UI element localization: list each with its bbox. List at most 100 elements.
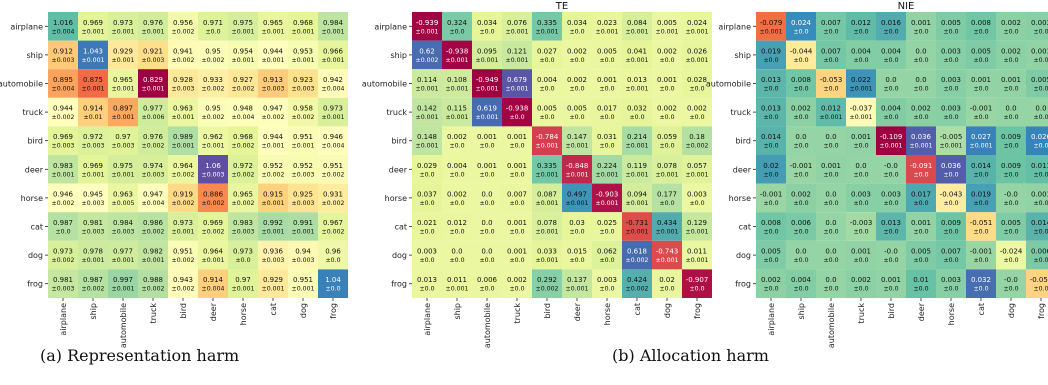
cell-error-label: ±0.0 (1003, 28, 1018, 35)
cell-value-label: 0.829 (143, 76, 163, 84)
cell-value-label: 0.965 (113, 76, 133, 84)
heatmap-cell (108, 269, 138, 298)
cell-value-label: 0.004 (851, 47, 872, 55)
heatmap-cell (682, 269, 712, 298)
heatmap-cell (532, 12, 562, 41)
heatmap-cell (592, 212, 622, 241)
cell-value-label: 0.002 (657, 47, 677, 55)
cell-error-label: ±0.001 (686, 28, 709, 35)
cell-value-label: 0.0 (915, 47, 926, 55)
heatmap-cell (816, 40, 846, 70)
x-tick-label: frog (329, 303, 338, 319)
cell-error-label: ±0.002 (142, 143, 165, 150)
heatmap-cell (652, 212, 682, 241)
cell-error-label: ±0.002 (322, 229, 345, 236)
heatmap-cell (228, 269, 258, 298)
cell-error-label: ±0.002 (202, 57, 225, 64)
heatmap-cell (472, 69, 502, 98)
cell-value-label: 0.024 (791, 19, 812, 27)
cell-value-label: 0.973 (233, 248, 253, 256)
cell-error-label: ±0.0 (599, 229, 614, 236)
heatmap-cell (562, 240, 592, 270)
heatmap-cell (562, 69, 592, 98)
cell-error-label: ±0.0 (913, 86, 928, 93)
cell-error-label: ±0.0 (793, 143, 808, 150)
cell-error-label: ±0.003 (112, 143, 135, 150)
cell-error-label: ±0.0 (943, 114, 958, 121)
cell-error-label: ±0.0 (763, 229, 778, 236)
cell-error-label: ±0.0 (325, 286, 340, 293)
heatmap-cell (472, 12, 502, 41)
cell-error-label: ±0.0 (1003, 257, 1018, 264)
y-tick-label: ship (390, 51, 407, 60)
cell-value-label: 0.929 (263, 276, 283, 284)
cell-value-label: 0.114 (417, 76, 438, 84)
cell-error-label: ±0.0 (763, 114, 778, 121)
heatmap-cell (258, 69, 288, 98)
cell-error-label: ±0.0 (1003, 171, 1018, 178)
heatmap-cell (966, 212, 996, 241)
cell-error-label: ±0.0 (539, 86, 554, 93)
cell-error-label: ±0.001 (446, 57, 469, 64)
cell-value-label: 0.973 (173, 219, 193, 227)
heatmap-cell (936, 240, 966, 270)
heatmap-cell (906, 12, 936, 41)
cell-error-label: ±0.004 (232, 114, 255, 121)
heatmap-cell (168, 240, 198, 270)
cell-error-label: ±0.001 (536, 200, 559, 207)
heatmap-cell (816, 183, 846, 213)
cell-error-label: ±0.0 (419, 171, 434, 178)
cell-value-label: 0.004 (791, 276, 812, 284)
cell-error-label: ±0.003 (172, 86, 195, 93)
cell-error-label: ±0.001 (536, 171, 559, 178)
cell-value-label: 0.945 (83, 190, 103, 198)
cell-value-label: 0.003 (941, 47, 961, 55)
heatmap-cell (562, 155, 592, 184)
cell-value-label: 0.005 (911, 248, 931, 256)
heatmap-cell (288, 40, 318, 70)
heatmap-cell (198, 240, 228, 270)
heatmap-cell (442, 97, 472, 127)
cell-error-label: ±0.0 (1003, 86, 1018, 93)
cell-value-label: 0.033 (537, 248, 557, 256)
heatmap-cell (318, 183, 348, 213)
heatmap-cell (1026, 183, 1048, 213)
cell-error-label: ±0.0 (599, 286, 614, 293)
x-tick-label: ship (89, 303, 98, 320)
cell-error-label: ±0.0 (853, 143, 868, 150)
cell-error-label: ±0.001 (416, 86, 439, 93)
cell-value-label: 0.964 (203, 248, 224, 256)
cell-value-label: 0.002 (567, 47, 587, 55)
cell-value-label: 0.928 (173, 76, 193, 84)
heatmap-cell (502, 97, 532, 127)
x-tick-label: automobile (483, 303, 492, 348)
cell-value-label: 0.001 (507, 162, 527, 170)
heatmap-cell (138, 269, 168, 298)
cell-error-label: ±0.001 (596, 200, 619, 207)
heatmap-cell (936, 183, 966, 213)
cell-value-label: 0.003 (941, 105, 961, 113)
heatmap-cell (198, 155, 228, 184)
cell-value-label: 0.972 (83, 133, 103, 141)
heatmap-cell (876, 126, 906, 155)
cell-value-label: 0.954 (233, 47, 254, 55)
cell-error-label: ±0.0 (569, 114, 584, 121)
cell-error-label: ±0.0 (763, 257, 778, 264)
cell-error-label: ±0.001 (566, 200, 589, 207)
cell-error-label: ±0.001 (506, 28, 529, 35)
heatmap-cell (936, 69, 966, 98)
heatmap-cell (622, 240, 652, 270)
cell-error-label: ±0.002 (232, 171, 255, 178)
heatmap-cell (592, 40, 622, 70)
cell-value-label: 0.078 (537, 219, 557, 227)
cell-error-label: ±0.0 (973, 286, 988, 293)
cell-error-label: ±0.001 (142, 28, 165, 35)
cell-value-label: 0.177 (657, 190, 677, 198)
y-tick-label: cat (31, 223, 43, 232)
cell-value-label: 0.976 (143, 133, 164, 141)
cell-error-label: ±0.0 (569, 86, 584, 93)
cell-error-label: ±0.001 (292, 57, 315, 64)
heatmap-cell (532, 155, 562, 184)
heatmap-cell (78, 12, 108, 41)
heatmap-cell (652, 126, 682, 155)
